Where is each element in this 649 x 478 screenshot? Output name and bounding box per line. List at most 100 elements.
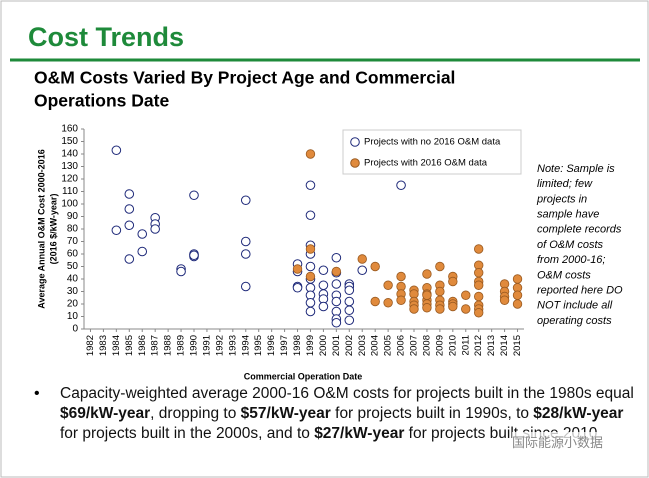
bullet-segment: , dropping to xyxy=(150,405,241,422)
y-tick-label: 70 xyxy=(67,236,79,247)
x-tick-label: 1996 xyxy=(266,335,277,356)
data-point xyxy=(396,180,406,191)
data-point xyxy=(383,280,393,290)
data-point xyxy=(474,291,484,302)
y-tick-label: 150 xyxy=(61,136,78,147)
data-point xyxy=(331,279,342,289)
data-point xyxy=(189,250,199,261)
note-line: complete records xyxy=(537,224,622,236)
y-tick-label: 120 xyxy=(61,174,78,185)
x-axis-label: Commercial Operation Date xyxy=(244,371,363,381)
x-tick-label: 2001 xyxy=(331,335,342,356)
data-point xyxy=(305,210,316,221)
x-tick-label: 2013 xyxy=(486,335,497,356)
data-point xyxy=(318,301,329,312)
x-tick-label: 1997 xyxy=(279,335,290,356)
data-point xyxy=(318,280,329,291)
data-point xyxy=(305,149,316,159)
note-line: from 2000-16; xyxy=(537,254,605,266)
data-point xyxy=(240,195,251,206)
x-tick-label: 2005 xyxy=(383,335,394,356)
data-point xyxy=(111,145,122,156)
y-axis-label: Average Annual O&M Cost 2000-2016 xyxy=(36,149,46,308)
data-point xyxy=(124,204,135,214)
data-point xyxy=(305,261,316,272)
data-point xyxy=(137,229,148,239)
data-point xyxy=(435,304,445,314)
y-tick-label: 50 xyxy=(67,261,79,272)
data-point xyxy=(435,286,445,297)
data-point xyxy=(124,220,135,231)
legend-marker xyxy=(350,158,360,168)
chart-title: O&M Costs Varied By Project Age and Comm… xyxy=(34,68,455,88)
y-tick-label: 80 xyxy=(67,224,79,235)
data-point xyxy=(240,281,251,292)
legend-label: Projects with 2016 O&M data xyxy=(364,158,488,169)
data-point xyxy=(124,254,135,264)
data-point xyxy=(305,297,316,308)
y-tick-label: 0 xyxy=(72,324,78,335)
x-tick-label: 1987 xyxy=(150,335,161,356)
x-tick-label: 2010 xyxy=(447,335,458,356)
x-tick-label: 2004 xyxy=(370,335,381,356)
x-tick-label: 1999 xyxy=(305,335,316,356)
bullet-dot: • xyxy=(34,385,40,402)
watermark: 国际能源小数据 xyxy=(512,432,604,451)
x-tick-label: 2014 xyxy=(499,335,510,356)
x-tick-label: 1988 xyxy=(163,335,174,356)
data-point xyxy=(435,261,445,272)
data-point xyxy=(474,308,484,318)
x-tick-label: 2006 xyxy=(396,335,407,356)
note-line: reported here DO xyxy=(537,285,623,297)
x-tick-label: 1982 xyxy=(85,335,96,356)
note-line: O&M costs xyxy=(537,269,591,281)
bullet-segment: Capacity-weighted average 2000-16 O&M co… xyxy=(60,385,634,402)
bullet-segment: for projects built in 1990s, to xyxy=(330,405,534,422)
data-point xyxy=(422,303,432,313)
x-tick-label: 1995 xyxy=(253,335,264,356)
data-point xyxy=(331,266,342,277)
legend-box xyxy=(342,129,522,175)
data-point xyxy=(305,271,316,282)
data-point xyxy=(512,274,523,284)
bullet-segment: $69/kW-year xyxy=(60,405,151,422)
bullet-text: Capacity-weighted average 2000-16 O&M co… xyxy=(60,384,640,444)
x-tick-label: 2003 xyxy=(357,335,368,356)
x-tick-label: 1989 xyxy=(176,335,187,356)
y-tick-label: 30 xyxy=(67,286,79,297)
x-tick-label: 1984 xyxy=(111,335,122,356)
data-point xyxy=(383,298,393,308)
note-line: Note: Sample is xyxy=(537,163,615,175)
slide-title: Cost Trends xyxy=(28,22,184,52)
data-point xyxy=(331,317,342,328)
data-point xyxy=(512,299,523,309)
x-tick-label: 1992 xyxy=(214,335,225,356)
data-point xyxy=(240,236,251,247)
x-tick-label: 1998 xyxy=(292,335,303,356)
bullet-segment: $28/kW-year xyxy=(533,405,624,422)
data-point xyxy=(474,268,484,278)
y-tick-label: 110 xyxy=(62,186,78,197)
y-tick-label: 90 xyxy=(67,211,79,222)
data-point xyxy=(357,265,368,276)
data-point xyxy=(357,254,367,264)
y-tick-label: 40 xyxy=(67,274,79,285)
data-point xyxy=(124,189,135,199)
note-line: of O&M costs xyxy=(537,239,604,251)
x-tick-label: 2012 xyxy=(473,335,484,356)
bullet-segment: $57/kW-year xyxy=(240,405,331,422)
data-point xyxy=(370,296,380,307)
x-tick-label: 2009 xyxy=(434,335,445,356)
data-point xyxy=(292,282,303,293)
x-tick-label: 2008 xyxy=(421,335,432,356)
x-tick-label: 1986 xyxy=(137,335,148,356)
y-axis-label: (2016 $/kW-year) xyxy=(48,194,58,265)
data-point xyxy=(512,290,523,300)
x-tick-label: 1993 xyxy=(227,335,238,356)
data-point xyxy=(448,276,458,287)
y-tick-label: 10 xyxy=(67,311,79,322)
data-point xyxy=(331,252,342,263)
